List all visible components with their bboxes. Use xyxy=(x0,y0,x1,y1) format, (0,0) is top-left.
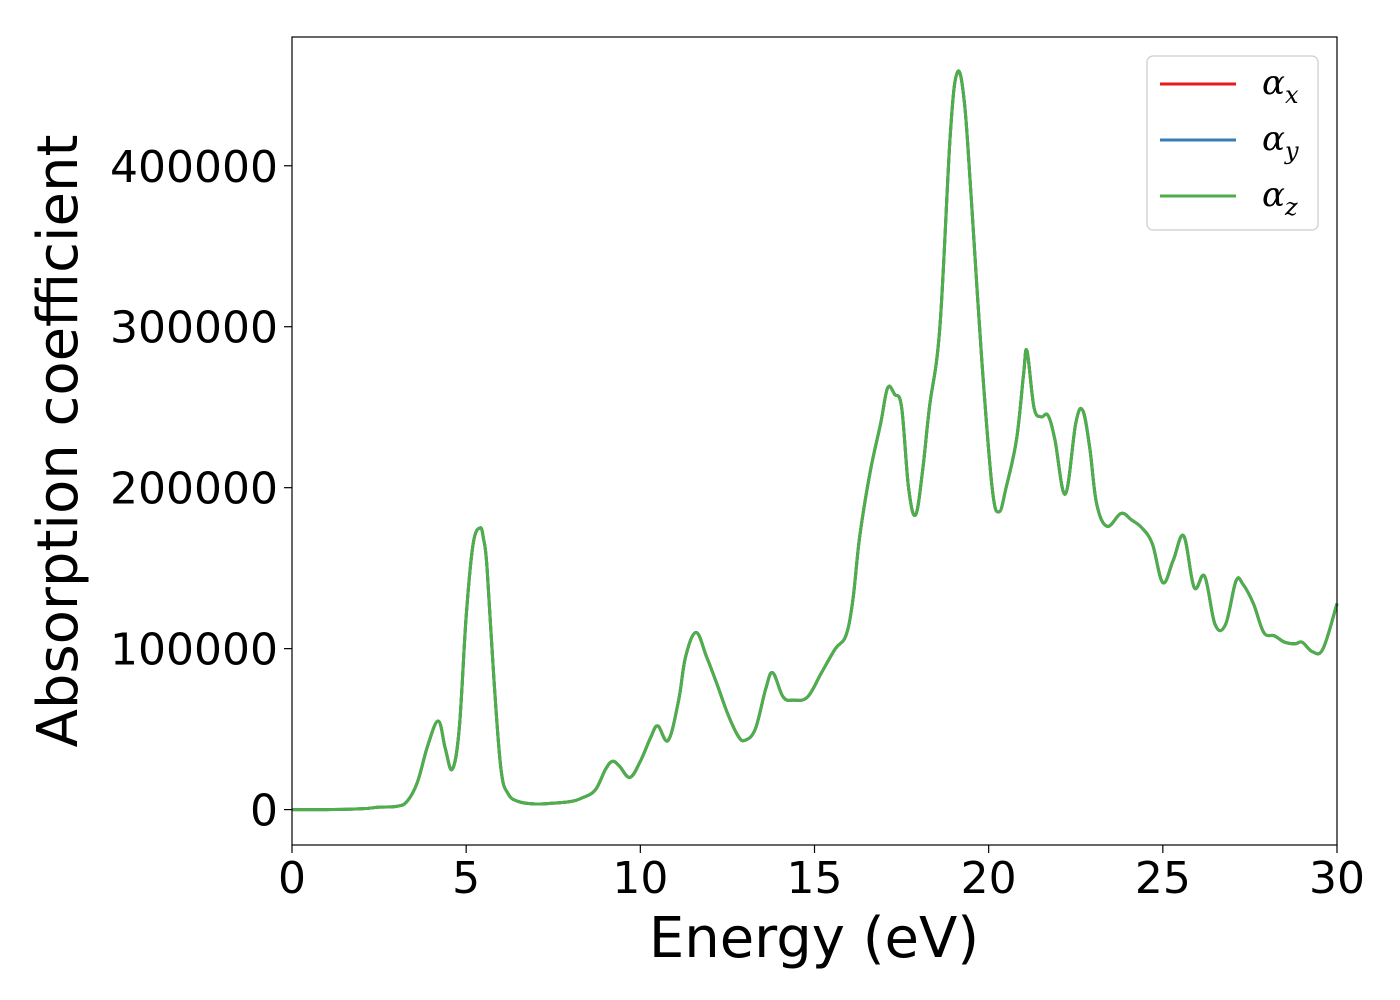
legend-symbol: α xyxy=(1262,119,1285,159)
x-axis-ticks: 0 5 10 15 20 25 30 xyxy=(278,845,1365,904)
legend-symbol: α xyxy=(1262,63,1285,103)
x-tick-label: 30 xyxy=(1309,853,1365,904)
legend-label-alpha-z: αz xyxy=(1262,175,1298,221)
y-tick-label: 100000 xyxy=(110,625,278,676)
x-tick-label: 15 xyxy=(787,853,843,904)
x-tick-label: 20 xyxy=(961,853,1017,904)
legend-symbol: α xyxy=(1262,175,1285,215)
legend-label-alpha-x: αx xyxy=(1262,63,1299,109)
legend-subscript: x xyxy=(1285,81,1299,109)
legend-box xyxy=(1146,55,1319,231)
x-tick-label: 0 xyxy=(278,853,306,904)
legend-subscript: z xyxy=(1284,193,1298,221)
x-tick-label: 5 xyxy=(452,853,480,904)
series-line-alpha-z xyxy=(291,69,1339,812)
x-axis-label: Energy (eV) xyxy=(649,906,979,971)
legend-subscript: y xyxy=(1284,137,1299,165)
x-tick-label: 25 xyxy=(1135,853,1191,904)
y-tick-label: 300000 xyxy=(110,303,278,354)
y-axis-ticks: 0 100000 200000 300000 400000 xyxy=(110,142,292,837)
x-tick-label: 10 xyxy=(612,853,668,904)
plot-frame xyxy=(291,36,1338,846)
y-tick-label: 200000 xyxy=(110,464,278,515)
y-tick-label: 400000 xyxy=(110,142,278,193)
y-axis-label: Absorption coefficient xyxy=(26,135,91,748)
legend-label-alpha-y: αy xyxy=(1262,119,1299,165)
series-lines xyxy=(291,69,1339,812)
y-tick-label: 0 xyxy=(250,786,278,837)
